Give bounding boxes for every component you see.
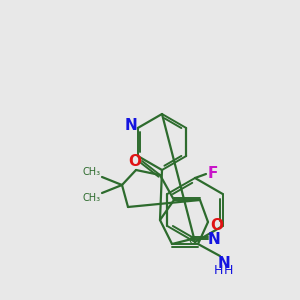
Text: O: O — [128, 154, 142, 169]
Text: C: C — [188, 236, 196, 246]
Text: N: N — [208, 232, 220, 247]
Text: CH₃: CH₃ — [83, 167, 101, 177]
Text: H: H — [213, 265, 223, 278]
Text: F: F — [208, 167, 218, 182]
Text: O: O — [211, 218, 224, 232]
Text: N: N — [124, 118, 137, 134]
Text: N: N — [218, 256, 230, 272]
Text: CH₃: CH₃ — [83, 193, 101, 203]
Text: H: H — [223, 265, 233, 278]
